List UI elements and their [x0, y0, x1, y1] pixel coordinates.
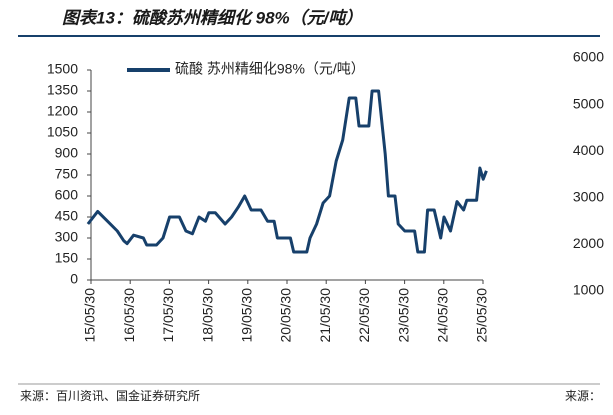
- x-tick-label: 22/05/30: [356, 288, 372, 343]
- y2-tick-label: 6000: [573, 49, 604, 65]
- y2-tick-label: 3000: [573, 189, 604, 205]
- x-tick-label: 24/05/30: [435, 288, 451, 343]
- y-tick-label: 1500: [47, 61, 78, 77]
- x-tick-label: 20/05/30: [278, 288, 294, 343]
- y-tick-label: 0: [70, 271, 78, 287]
- source-right: 来源：: [565, 389, 601, 403]
- x-tick-label: 18/05/30: [199, 288, 215, 343]
- line-series: [86, 89, 488, 254]
- y2-tick-label: 4000: [573, 142, 604, 158]
- y2-tick-label: 2000: [573, 235, 604, 251]
- y-tick-label: 300: [55, 229, 79, 245]
- y2-tick-label: 5000: [573, 95, 604, 111]
- y2-tick-label: 1000: [573, 282, 604, 298]
- y-tick-label: 600: [55, 187, 79, 203]
- x-tick-label: 25/05/30: [474, 288, 490, 343]
- y-tick-label: 750: [55, 166, 79, 182]
- x-tick-label: 16/05/30: [121, 288, 137, 343]
- y-tick-label: 150: [55, 250, 79, 266]
- y-tick-label: 1350: [47, 82, 78, 98]
- y-tick-label: 900: [55, 145, 79, 161]
- x-tick-label: 17/05/30: [160, 288, 176, 343]
- x-tick-label: 23/05/30: [395, 288, 411, 343]
- chart-title: 图表13：硫酸苏州精细化 98%（元/吨）: [62, 8, 362, 27]
- x-tick-label: 15/05/30: [82, 288, 98, 343]
- x-tick-label: 21/05/30: [317, 288, 333, 343]
- y-tick-label: 1050: [47, 124, 78, 140]
- x-tick-label: 19/05/30: [239, 288, 255, 343]
- y-tick-label: 1200: [47, 103, 78, 119]
- legend-label: 硫酸 苏州精细化98%（元/吨）: [175, 61, 365, 77]
- source: 来源：百川资讯、国金证券研究所: [20, 388, 200, 403]
- y-tick-label: 450: [55, 208, 79, 224]
